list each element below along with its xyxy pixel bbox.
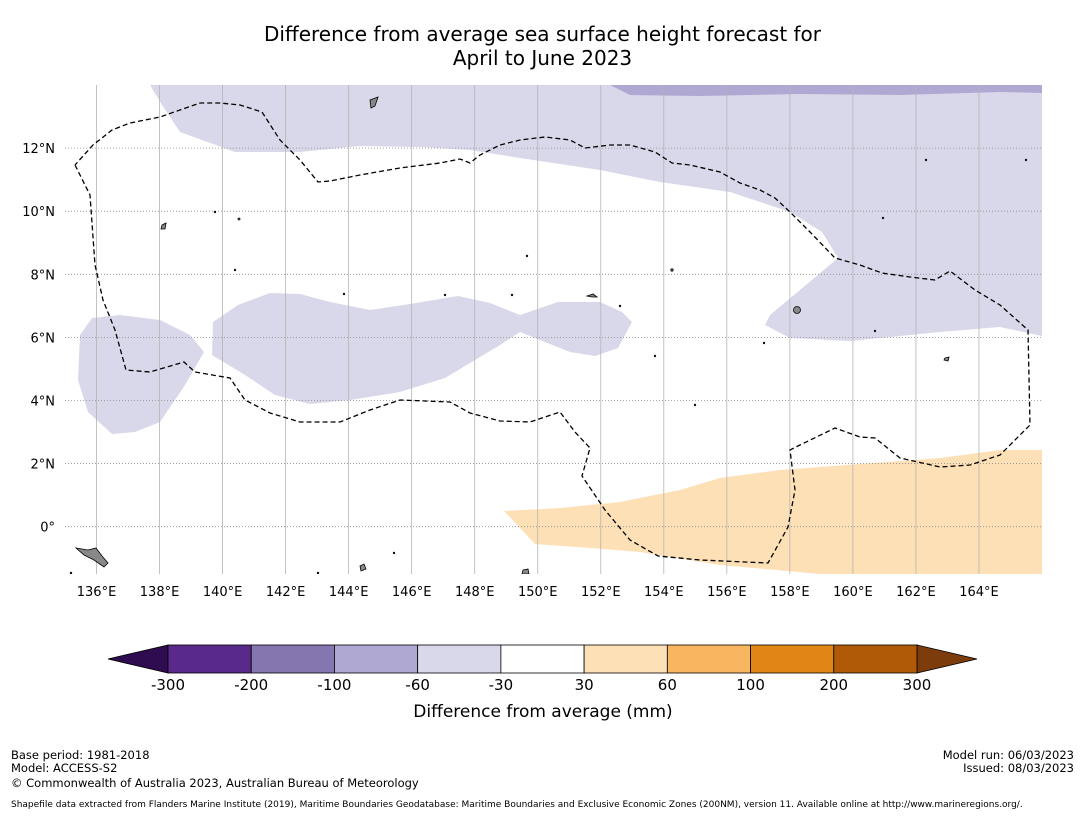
islet-9 [342,292,346,296]
anomaly-region-top-strong [610,85,1042,96]
colorbar-tick-label: 60 [658,676,677,694]
islet-4 [525,254,529,258]
islet-15 [873,329,877,333]
colorbar-segment [167,644,252,674]
colorbar-tick-label: 200 [819,676,848,694]
anomaly-region-west-blob [78,315,204,434]
islet-10 [443,293,447,297]
gridlines [65,85,1042,574]
model-run: Model run: 06/03/2023 [942,748,1074,762]
longitude-label: 144°E [329,585,369,600]
longitude-label: 142°E [266,585,306,600]
colorbar-segment [417,644,502,674]
island-chuuk [585,293,599,298]
longitude-label: 162°E [896,585,936,600]
colorbar-tick-label: -100 [317,676,351,694]
islet-14 [693,403,697,407]
longitude-labels: 136°E 138°E 140°E 142°E 144°E 146°E 148°E 150°E… [77,585,999,600]
longitude-label: 140°E [203,585,243,600]
colorbar-segment [334,644,419,674]
colorbar-segment [250,644,335,674]
longitude-label: 160°E [833,585,873,600]
islet-16 [762,341,766,345]
latitude-label: 2°N [31,458,56,473]
latitude-label: 10°N [22,205,55,220]
anomaly-region-south-east [504,450,1042,574]
longitude-label: 154°E [644,585,684,600]
land [69,96,1028,574]
longitude-label: 146°E [392,585,432,600]
issued-date: Issued: 08/03/2023 [963,761,1074,775]
island-small-west [160,222,167,230]
longitude-label: 156°E [707,585,747,600]
longitude-label: 158°E [770,585,810,600]
island-pohnpei-east [943,356,950,362]
island-new-guinea-fragment [359,563,367,572]
footer-left: Base period: 1981-2018 Model: ACCESS-S2 … [11,749,419,790]
islet-8 [1024,158,1028,162]
latitude-label: 0° [40,521,55,536]
colorbar-tick-label: -30 [489,676,514,694]
map-title: Difference from average sea surface heig… [0,22,1085,70]
islet-3 [233,268,237,272]
islet-19 [69,571,73,574]
island-new-guinea-north [74,547,109,568]
longitude-label: 138°E [140,585,180,600]
footer-right: Model run: 06/03/2023 Issued: 08/03/2023 [943,749,1074,775]
islet-6 [881,216,885,220]
colorbar-segment [666,644,751,674]
colorbar-tick-label: 30 [575,676,594,694]
copyright: © Commonwealth of Australia 2023, Austra… [11,776,419,790]
latitude-label: 6°N [31,331,56,346]
base-period: Base period: 1981-2018 [11,748,150,762]
island-kosrae [793,306,801,314]
colorbar-segment [750,644,835,674]
colorbar-segment [583,644,668,674]
islet-17 [392,551,396,555]
longitude-label: 152°E [581,585,621,600]
title-line-2: April to June 2023 [452,46,633,70]
islet-1 [237,217,241,221]
anomaly-region-north [65,85,1042,341]
colorbar-segment [833,644,918,674]
colorbar-tick-label: -60 [405,676,430,694]
colorbar-tick-label: -300 [151,676,185,694]
map-panel [65,85,1042,574]
island-small-south [521,568,530,574]
model-name: Model: ACCESS-S2 [11,761,118,775]
islet-7 [924,158,928,162]
anomaly-region-central-blob [212,293,632,404]
colorbar: -300 -200 -100 -60 -30 30 60 100 200 300 [107,644,978,694]
shapefile-credit: Shapefile data extracted from Flanders M… [11,800,1023,810]
latitude-label: 4°N [31,394,56,409]
longitude-label: 164°E [959,585,999,600]
colorbar-label: Difference from average (mm) [413,702,672,722]
islet-12 [618,304,622,308]
island-north-east [369,96,379,109]
colorbar-over-arrow [916,644,978,674]
eez-boundary [74,102,1031,564]
latitude-label: 12°N [22,142,55,157]
title-line-1: Difference from average sea surface heig… [263,22,822,46]
colorbar-tick-label: -200 [234,676,268,694]
colorbar-under-arrow [107,644,169,674]
longitude-label: 148°E [455,585,495,600]
colorbar-tick-label: 100 [736,676,765,694]
colorbar-segment [500,644,585,674]
islet-11 [510,293,514,297]
latitude-labels: 12°N 10°N 8°N 6°N 4°N 2°N 0° [22,142,55,536]
islet-18 [316,571,320,574]
colorbar-tick-label: 300 [903,676,932,694]
islet-5 [670,268,674,272]
islet-13 [653,354,657,358]
longitude-label: 136°E [77,585,117,600]
islet-2 [213,210,217,214]
latitude-label: 8°N [31,268,56,283]
longitude-label: 150°E [518,585,558,600]
